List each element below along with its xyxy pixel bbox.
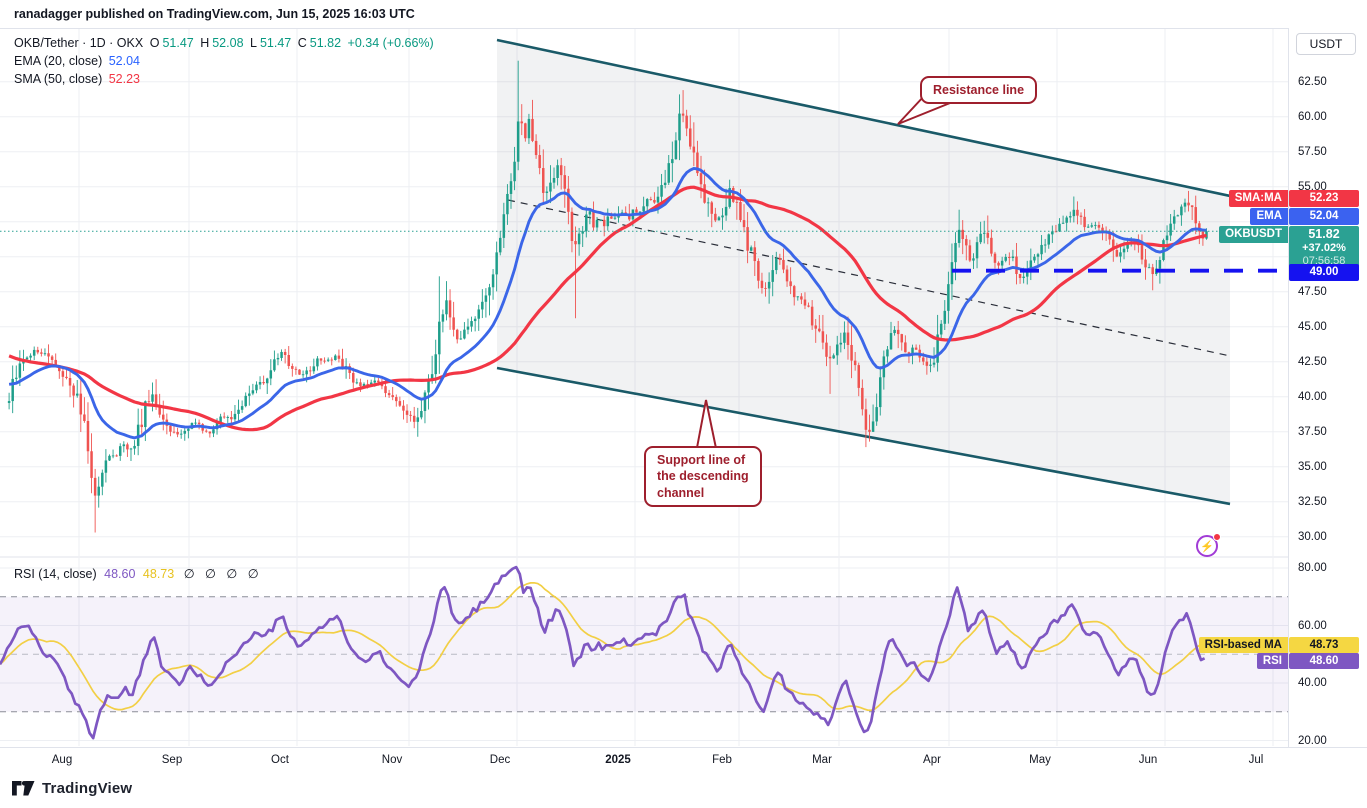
symbol-title: OKB/Tether · 1D · OKX: [14, 36, 144, 50]
ohlc-low-value: 51.47: [259, 36, 292, 50]
time-axis[interactable]: Aug Sep Oct Nov Dec 2025 Feb Mar Apr May Jun Jul: [0, 747, 1367, 775]
time-tick-Dec: Dec: [489, 754, 511, 766]
sma-value: 52.23: [108, 72, 140, 86]
price-tick: 37.50: [1298, 425, 1327, 438]
lightning-icon: ⚡: [1196, 535, 1218, 557]
price-tick: 40.00: [1298, 390, 1327, 403]
rsi-value: 48.60: [104, 567, 136, 581]
ohlc-high-value: 52.08: [212, 36, 244, 50]
resistance-callout[interactable]: Resistance line: [920, 76, 1038, 105]
tradingview-brand-text: TradingView: [42, 780, 133, 797]
price-axis[interactable]: USDT 62.50 60.00 57.50 55.00 47.50 45.00 42.50…: [1288, 28, 1367, 747]
rsi-ma-badge: 48.73: [1289, 637, 1359, 653]
rsi-ma-value: 48.73: [142, 567, 175, 581]
time-tick-Jul: Jul: [1248, 754, 1264, 766]
rsi-legend[interactable]: RSI (14, close) 48.60 48.73 ∅ ∅ ∅ ∅: [14, 566, 259, 581]
candles: [7, 60, 1208, 533]
time-tick-Feb: Feb: [712, 754, 732, 766]
symbol-row[interactable]: OKB/Tether · 1D · OKX O 51.47 H 52.08 L 51.…: [14, 34, 437, 52]
price-tick: 47.50: [1298, 285, 1327, 298]
level-49-badge: 49.00: [1289, 264, 1359, 281]
ohlc-high-key: H: [200, 36, 210, 50]
publish-header: ranadagger published on TradingView.com,…: [14, 7, 415, 21]
change-value: +0.34 (+0.66%): [347, 36, 434, 50]
sma-price-badge: 52.23: [1289, 190, 1359, 207]
footer: TradingView: [12, 780, 132, 797]
symbol-axis-label: OKBUSDT: [1219, 226, 1288, 243]
lightning-reaction-button[interactable]: ⚡: [1196, 533, 1221, 559]
rsi-badge: 48.60: [1289, 653, 1359, 669]
ohlc-low-key: L: [250, 36, 257, 50]
rsi-tick: 20.00: [1298, 734, 1327, 747]
header-divider: [0, 28, 1367, 29]
ema-axis-label: EMA: [1250, 208, 1288, 225]
rsi-axis-label: RSI: [1256, 653, 1288, 669]
rsi-tick: 40.00: [1298, 677, 1327, 689]
currency-button[interactable]: USDT: [1296, 33, 1356, 55]
sma-row[interactable]: SMA (50, close) 52.23: [14, 70, 437, 88]
price-tick: 30.00: [1298, 530, 1327, 543]
price-tick: 35.00: [1298, 460, 1327, 473]
ema-line: [8, 166, 1207, 440]
rsi-tick: 60.00: [1298, 619, 1327, 632]
publish-header-text: ranadagger published on TradingView.com,…: [14, 7, 415, 21]
sma-axis-label: SMA:MA: [1228, 190, 1288, 207]
rsi-pane: [0, 558, 1288, 746]
price-tick: 45.00: [1298, 320, 1327, 333]
last-price-badge: 51.82 +37.02% 07:56:58: [1289, 226, 1359, 269]
tradingview-logo-icon: [12, 781, 35, 796]
price-tick: 57.50: [1298, 145, 1327, 158]
time-tick-Sep: Sep: [161, 754, 183, 766]
time-tick-Aug: Aug: [51, 754, 73, 766]
rsi-line: [0, 565, 1206, 740]
ema-value: 52.04: [108, 54, 140, 68]
rsi-label: RSI (14, close): [14, 567, 97, 581]
ema-row[interactable]: EMA (20, close) 52.04: [14, 52, 437, 70]
price-tick: 55.00: [1298, 180, 1327, 193]
sma-line: [8, 185, 1207, 432]
chart-canvas[interactable]: [0, 0, 1288, 775]
main-chart-legend: OKB/Tether · 1D · OKX O 51.47 H 52.08 L 51.…: [14, 34, 437, 88]
rsi-ma-axis-label: RSI-based MA: [1198, 637, 1288, 653]
price-tick: 32.50: [1298, 495, 1327, 508]
ema-label: EMA (20, close): [14, 54, 103, 68]
price-tick: 62.50: [1298, 75, 1327, 88]
ohlc-open-key: O: [149, 36, 160, 50]
sma-label: SMA (50, close): [14, 72, 103, 86]
price-tick: 60.00: [1298, 110, 1327, 123]
time-tick-Jun: Jun: [1138, 754, 1158, 766]
support-callout[interactable]: Support line of the descending channel: [644, 446, 762, 507]
rsi-empty-values: ∅ ∅ ∅ ∅: [183, 567, 259, 581]
ohlc-close-key: C: [297, 36, 307, 50]
time-tick-Apr: Apr: [923, 754, 941, 766]
last-price-value: 51.82: [1308, 227, 1340, 241]
time-tick-Mar: Mar: [812, 754, 832, 766]
rsi-tick: 80.00: [1298, 562, 1327, 574]
time-tick-2025: 2025: [605, 754, 631, 766]
change-percent: +37.02%: [1302, 242, 1346, 254]
ohlc-open-value: 51.47: [162, 36, 194, 50]
rsi-ma-line: [0, 581, 1206, 712]
price-tick: 42.50: [1298, 355, 1327, 368]
time-tick-Oct: Oct: [271, 754, 289, 766]
time-tick-Nov: Nov: [381, 754, 403, 766]
ema-price-badge: 52.04: [1289, 208, 1359, 225]
notification-dot: [1213, 533, 1221, 541]
time-tick-May: May: [1029, 754, 1051, 766]
ohlc-close-value: 51.82: [309, 36, 342, 50]
